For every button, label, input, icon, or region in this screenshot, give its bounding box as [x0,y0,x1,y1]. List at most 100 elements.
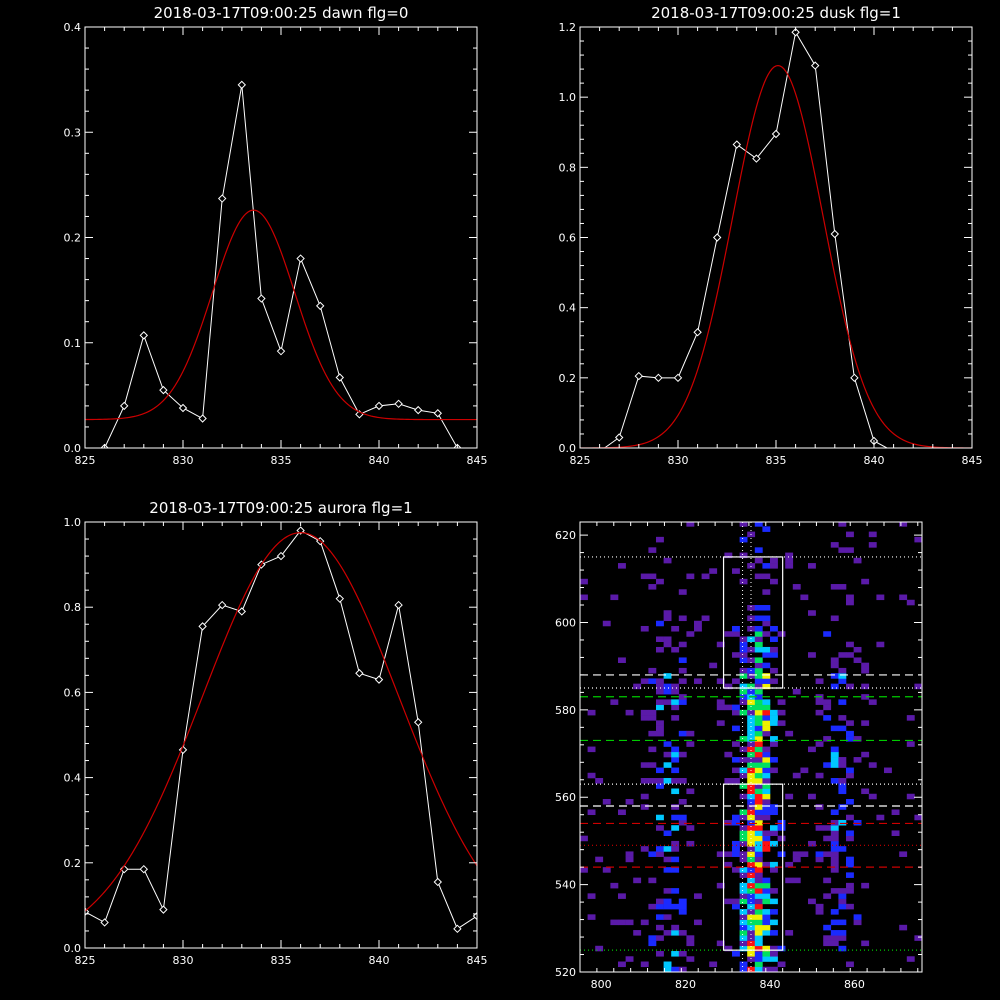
heatmap-cell [648,730,657,737]
heatmap-cell [846,830,854,836]
heatmap-cell [656,646,664,653]
heatmap-cell [891,830,900,836]
heatmap-cell [762,793,771,800]
heatmap-cell [686,935,695,941]
heatmap-cell [838,930,847,936]
heatmap-cell [663,610,672,616]
heatmap-cell [640,778,649,784]
heatmap-cell [716,882,725,889]
heatmap-cell [838,757,847,763]
heatmap-cell [754,522,763,527]
heatmap-cell [656,683,664,690]
heatmap-cell [808,563,816,569]
heatmap-cell [640,709,649,716]
heatmap-cell [694,893,702,899]
heatmap-cell [694,620,702,627]
x-tick-label: 830 [173,454,194,467]
heatmap-cell [754,903,763,910]
heatmap-cell [656,825,664,831]
heatmap-cell [853,914,862,920]
heatmap-cell [823,935,832,941]
heatmap-cell [846,730,854,737]
heatmap-cell [906,715,915,721]
heatmap-area [580,522,922,972]
heatmap-cell [663,683,672,690]
heatmap-cell [830,840,839,847]
heatmap-cell [663,898,672,905]
heatmap-cell [838,846,847,852]
heatmap-cell [709,961,718,968]
heatmap-cell [625,919,634,926]
heatmap-cell [663,762,672,768]
heatmap-cell [830,851,839,857]
heatmap-cell [640,919,649,926]
heatmap-cell [754,825,763,831]
heatmap-cell [747,746,756,753]
heatmap-cell [792,584,801,590]
heatmap-cell [754,846,763,852]
heatmap-cell [739,793,748,800]
heatmap-cell [838,725,847,732]
heatmap-cell [732,814,740,821]
x-tick-label: 830 [668,454,689,467]
heatmap-cell [732,851,740,857]
heatmap-cell [648,584,657,590]
heatmap-cell [770,625,778,632]
heatmap-cell [770,825,778,831]
heatmap-cell [754,956,763,962]
heatmap-cell [625,856,634,863]
heatmap-cell [762,620,771,627]
heatmap-cell [701,573,710,580]
heatmap-cell [830,856,839,863]
heatmap-cell [876,594,885,601]
heatmap-cell [815,851,824,857]
heatmap-cell [747,840,756,847]
heatmap-cell [716,678,725,684]
heatmap-cell [732,631,740,637]
heatmap-cell [777,851,786,857]
heatmap-cell [739,825,748,831]
heatmap-cell [846,961,854,968]
heatmap-cell [792,772,801,779]
heatmap-cell [800,851,809,857]
heatmap-cell [754,893,763,899]
heatmap-cell [770,741,778,747]
data-point [752,154,761,163]
chart-panel-4: 800 820 840 860 520 540 560 580 600 620 [555,521,923,991]
heatmap-cell [762,830,771,836]
heatmap-cell [747,709,756,716]
heatmap-cell [770,678,778,684]
heatmap-cell [754,830,763,836]
heatmap-cell [754,704,763,711]
heatmap-cell [815,699,824,705]
selection-box [722,783,784,951]
heatmap-cell [747,704,756,711]
heatmap-cell [823,825,832,831]
heatmap-cell [838,673,847,679]
heatmap-cell [739,893,748,899]
heatmap-cell [861,683,870,690]
heatmap-cell [739,767,748,774]
heatmap-cell [754,709,763,716]
heatmap-cell [808,652,816,658]
data-point [159,385,168,395]
heatmap-cell [747,930,756,936]
data-point [139,331,149,340]
heatmap-cell [747,772,756,779]
heatmap-cell [838,919,847,926]
heatmap-cell [754,778,763,784]
heatmap-cell [739,578,748,585]
heatmap-cell [762,725,771,732]
heatmap-cell [625,956,634,962]
heatmap-cell [678,778,687,784]
heatmap-cell [739,683,748,690]
heatmap-cell [739,835,748,842]
heatmap-cell [762,893,771,899]
heatmap-cell [724,861,733,868]
x-tick-label: 845 [467,954,488,967]
heatmap-cell [838,819,847,826]
heatmap-cell [846,882,854,889]
heatmap-cell [770,636,778,643]
heatmap-cell [838,652,847,658]
